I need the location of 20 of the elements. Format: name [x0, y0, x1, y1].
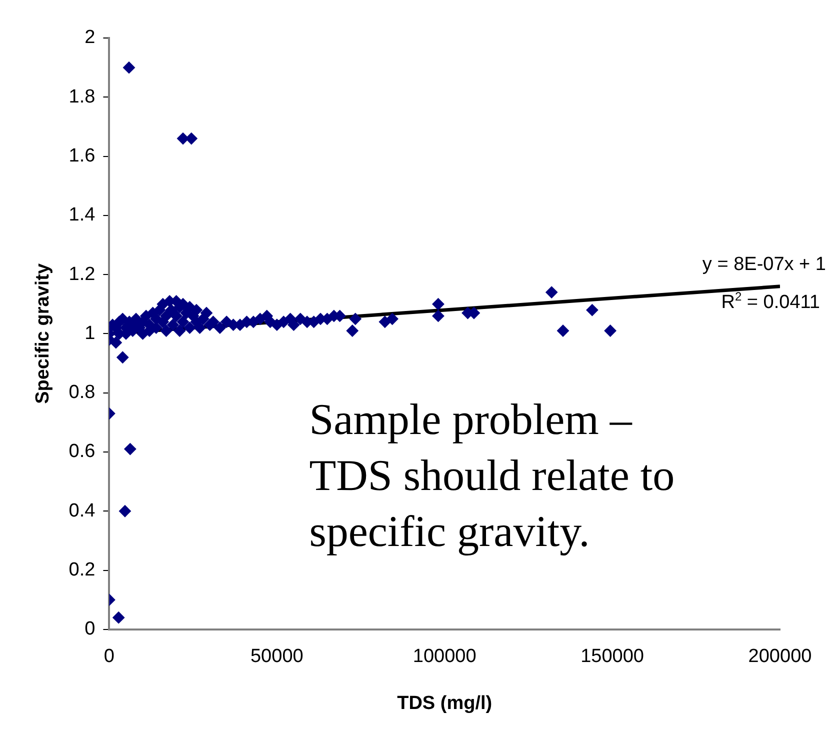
y-tick-label: 0.2: [68, 559, 96, 580]
y-axis-title: Specific gravity: [32, 263, 54, 404]
y-tick-label: 0: [84, 618, 96, 640]
y-tick-label: 1.6: [68, 146, 96, 167]
y-tick-label: 1: [84, 322, 96, 344]
y-tick-label: 1.2: [68, 264, 96, 285]
y-tick-label: 1.8: [68, 86, 96, 108]
y-tick-label: 0.6: [68, 441, 96, 462]
x-tick-label: 200000: [748, 646, 812, 668]
y-tick-label: 2: [84, 27, 96, 48]
x-tick-label: 150000: [580, 646, 644, 668]
y-tick-label: 0.4: [68, 500, 96, 522]
annotation: Sample problem – TDS should relate to specific gravity.: [309, 395, 675, 556]
x-axis-title: TDS (mg/l): [397, 692, 492, 714]
x-tick-label: 50000: [250, 646, 304, 668]
x-tick-label: 0: [104, 646, 114, 668]
annotation: y = 8E-07x + 1: [702, 254, 826, 275]
y-tick-label: 1.4: [68, 204, 96, 226]
x-tick-label: 100000: [412, 646, 476, 668]
y-tick-label: 0.8: [68, 382, 96, 404]
